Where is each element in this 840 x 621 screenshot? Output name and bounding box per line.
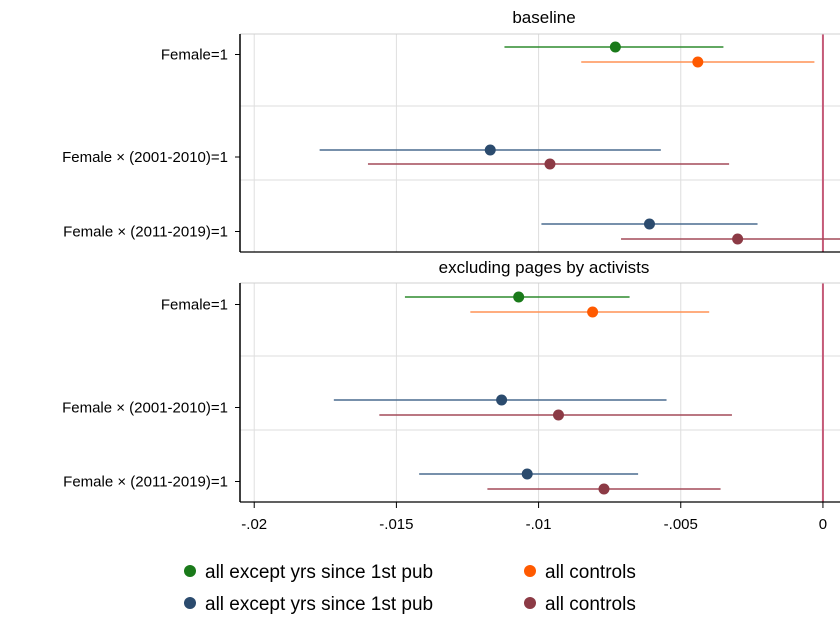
point-estimate <box>484 144 496 156</box>
panel-title: excluding pages by activists <box>439 258 650 277</box>
legend-label: all controls <box>545 594 636 615</box>
x-tick-label: -.01 <box>526 516 552 533</box>
x-tick-label: -.015 <box>379 516 413 533</box>
row-label: Female=1 <box>161 47 228 64</box>
point-estimate <box>513 291 525 303</box>
row-label: Female × (2001-2010)=1 <box>62 149 228 166</box>
point-estimate <box>587 306 599 318</box>
panel-title: baseline <box>512 8 575 27</box>
x-tick-label: -.005 <box>664 516 698 533</box>
legend-marker <box>524 597 536 609</box>
row-label: Female=1 <box>161 297 228 314</box>
point-estimate <box>732 233 744 245</box>
point-estimate <box>496 394 508 406</box>
legend-label: all except yrs since 1st pub <box>205 594 433 615</box>
point-estimate <box>609 41 621 53</box>
legend-label: all except yrs since 1st pub <box>205 562 433 583</box>
legend-marker <box>184 565 196 577</box>
row-label: Female × (2011-2019)=1 <box>63 224 228 241</box>
legend-marker <box>184 597 196 609</box>
row-label: Female × (2011-2019)=1 <box>63 474 228 491</box>
point-estimate <box>521 468 533 480</box>
row-label: Female × (2001-2010)=1 <box>62 400 228 417</box>
point-estimate <box>692 56 704 68</box>
legend-label: all controls <box>545 562 636 583</box>
x-tick-label: 0 <box>819 516 827 533</box>
point-estimate <box>598 483 610 495</box>
x-tick-label: -.02 <box>241 516 267 533</box>
point-estimate <box>552 409 564 421</box>
point-estimate <box>544 158 556 170</box>
legend-marker <box>524 565 536 577</box>
point-estimate <box>643 218 655 230</box>
